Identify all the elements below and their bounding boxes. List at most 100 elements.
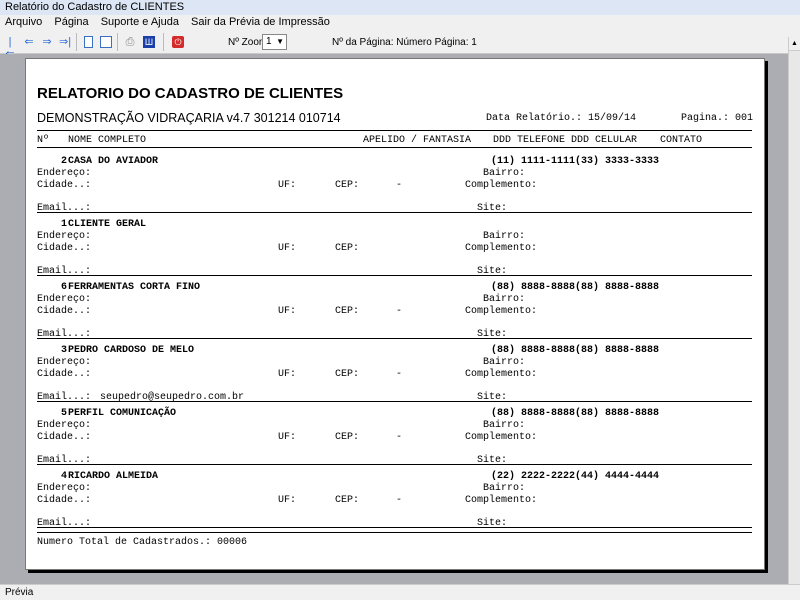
- cep-value: -: [396, 495, 403, 506]
- complemento-label: Complemento:: [465, 432, 538, 443]
- uf-label: UF:: [278, 495, 297, 506]
- address-label: Endereço:: [37, 357, 92, 368]
- cep-value: -: [396, 180, 403, 191]
- toolbar: |⇐ ⇐ ⇒ ⇒| ⎙ Ш ⏻ Nº Zoom 1▼ Nº da Página:…: [0, 30, 800, 60]
- col-name: NOME COMPLETO: [68, 135, 147, 146]
- next-page-icon[interactable]: ⇒: [42, 36, 52, 48]
- menu-arquivo[interactable]: Arquivo: [5, 16, 43, 28]
- print-setup-icon[interactable]: Ш: [143, 36, 155, 48]
- preview-area: RELATORIO DO CADASTRO DE CLIENTES DEMONS…: [0, 54, 788, 584]
- email-value: seupedro@seupedro.com.br: [100, 392, 245, 403]
- bairro-label: Bairro:: [483, 420, 526, 431]
- address-label: Endereço:: [37, 294, 92, 305]
- divider: [37, 532, 752, 533]
- menu-sair-previa[interactable]: Sair da Prévia de Impressão: [191, 16, 330, 28]
- complemento-label: Complemento:: [465, 306, 538, 317]
- cep-label: CEP:: [335, 369, 360, 380]
- divider: [37, 527, 752, 528]
- zoom-label: Nº Zoom: [228, 37, 268, 48]
- divider: [37, 401, 752, 402]
- status-bar: Prévia: [0, 584, 800, 600]
- complemento-label: Complemento:: [465, 495, 538, 506]
- address-label: Endereço:: [37, 483, 92, 494]
- site-label: Site:: [477, 392, 508, 403]
- close-power-icon[interactable]: ⏻: [172, 36, 184, 48]
- bairro-label: Bairro:: [483, 294, 526, 305]
- site-label: Site:: [477, 518, 508, 529]
- separator: [76, 33, 77, 51]
- complemento-label: Complemento:: [465, 369, 538, 380]
- record-number: 3: [60, 345, 67, 356]
- total-count: Numero Total de Cadastrados.: 00006: [37, 537, 248, 548]
- window-title: Relatório do Cadastro de CLIENTES: [0, 0, 800, 15]
- divider: [37, 130, 752, 131]
- record-phones: (88) 8888-8888(88) 8888-8888: [491, 282, 660, 293]
- cep-label: CEP:: [335, 180, 360, 191]
- bairro-label: Bairro:: [483, 483, 526, 494]
- site-label: Site:: [477, 329, 508, 340]
- email-label: Email...:: [37, 266, 92, 277]
- site-label: Site:: [477, 203, 508, 214]
- record-number: 2: [60, 156, 67, 167]
- menu-bar: Arquivo Página Suporte e Ajuda Sair da P…: [0, 15, 800, 30]
- col-contact: CONTATO: [660, 135, 703, 146]
- record-name: CASA DO AVIADOR: [68, 156, 159, 167]
- separator: [163, 33, 164, 51]
- col-num: Nº: [37, 135, 50, 146]
- divider: [37, 212, 752, 213]
- city-label: Cidade..:: [37, 180, 92, 191]
- site-label: Site:: [477, 455, 508, 466]
- city-label: Cidade..:: [37, 369, 92, 380]
- email-label: Email...:: [37, 329, 92, 340]
- record-phones: (88) 8888-8888(88) 8888-8888: [491, 345, 660, 356]
- cep-value: -: [396, 306, 403, 317]
- address-label: Endereço:: [37, 231, 92, 242]
- scroll-up-icon[interactable]: ▲: [789, 37, 800, 51]
- record-phones: (11) 1111-1111(33) 3333-3333: [491, 156, 660, 167]
- last-page-icon[interactable]: ⇒|: [59, 36, 72, 48]
- printer-icon[interactable]: ⎙: [125, 36, 135, 48]
- vertical-scrollbar[interactable]: ▲: [788, 37, 800, 584]
- separator: [117, 33, 118, 51]
- uf-label: UF:: [278, 180, 297, 191]
- zoom-value: 1: [266, 36, 272, 47]
- previous-page-icon[interactable]: ⇐: [24, 36, 34, 48]
- divider: [37, 464, 752, 465]
- zoom-select[interactable]: 1 ▼: [262, 34, 287, 50]
- bairro-label: Bairro:: [483, 168, 526, 179]
- chevron-down-icon: ▼: [276, 37, 284, 46]
- cep-value: -: [396, 369, 403, 380]
- menu-suporte[interactable]: Suporte e Ajuda: [100, 16, 179, 28]
- uf-label: UF:: [278, 243, 297, 254]
- record-name: PEDRO CARDOSO DE MELO: [68, 345, 195, 356]
- report-subtitle: DEMONSTRAÇÃO VIDRAÇARIA v4.7 301214 0107…: [37, 111, 341, 125]
- uf-label: UF:: [278, 306, 297, 317]
- menu-pagina[interactable]: Página: [54, 16, 89, 28]
- address-label: Endereço:: [37, 168, 92, 179]
- email-label: Email...:: [37, 518, 92, 529]
- email-label: Email...:: [37, 203, 92, 214]
- col-nick: APELIDO / FANTASIA: [363, 135, 472, 146]
- report-page: RELATORIO DO CADASTRO DE CLIENTES DEMONS…: [25, 58, 765, 570]
- record-number: 6: [60, 282, 67, 293]
- record-phones: (88) 8888-8888(88) 8888-8888: [491, 408, 660, 419]
- record-number: 4: [60, 471, 67, 482]
- divider: [37, 147, 752, 148]
- record-name: FERRAMENTAS CORTA FINO: [68, 282, 201, 293]
- two-pages-icon[interactable]: [100, 36, 112, 48]
- page-number-label: Nº da Página: Número Página: 1: [332, 37, 477, 48]
- record-phones: (22) 2222-2222(44) 4444-4444: [491, 471, 660, 482]
- city-label: Cidade..:: [37, 243, 92, 254]
- single-page-icon[interactable]: [84, 36, 93, 48]
- complemento-label: Complemento:: [465, 243, 538, 254]
- divider: [37, 338, 752, 339]
- first-page-icon[interactable]: |⇐: [5, 36, 14, 60]
- record-name: PERFIL COMUNICAÇÃO: [68, 408, 177, 419]
- city-label: Cidade..:: [37, 495, 92, 506]
- email-label: Email...:: [37, 392, 92, 403]
- address-label: Endereço:: [37, 420, 92, 431]
- report-date: Data Relatório.: 15/09/14: [486, 113, 637, 124]
- record-name: RICARDO ALMEIDA: [68, 471, 159, 482]
- city-label: Cidade..:: [37, 306, 92, 317]
- uf-label: UF:: [278, 432, 297, 443]
